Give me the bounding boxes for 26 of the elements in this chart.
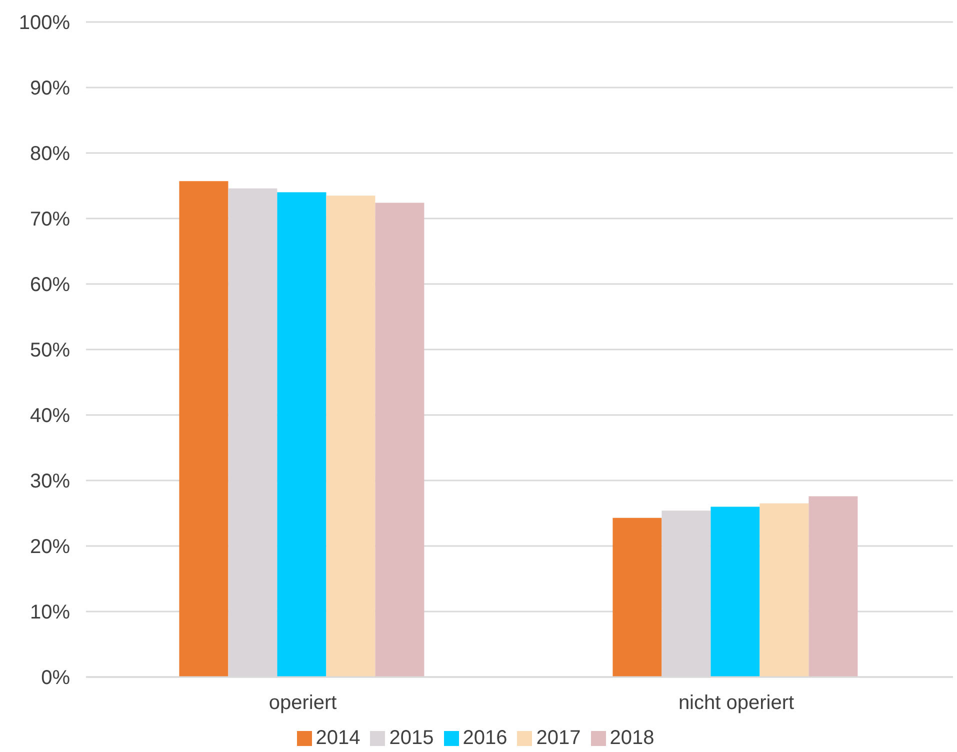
y-tick-label: 0% (41, 667, 70, 690)
legend-label: 2016 (462, 727, 508, 749)
bar (375, 202, 424, 677)
legend-label: 2017 (536, 727, 581, 749)
x-tick-label: operiert (268, 692, 338, 714)
y-tick-label: 20% (30, 536, 70, 558)
bar (808, 496, 858, 677)
y-tick-label: 10% (30, 602, 70, 624)
bar (760, 503, 809, 677)
bar (612, 518, 662, 677)
y-tick-label: 90% (30, 78, 70, 100)
legend-label: 2014 (316, 727, 360, 749)
y-tick-label: 60% (30, 274, 70, 296)
bar (710, 506, 760, 677)
y-tick-label: 30% (30, 470, 70, 493)
bar (326, 196, 376, 677)
legend-label: 2015 (389, 727, 434, 749)
legend-label: 2018 (610, 727, 654, 749)
y-tick-label: 100% (18, 12, 70, 34)
y-tick-label: 40% (30, 405, 70, 428)
y-tick-label: 50% (30, 340, 70, 362)
bar (277, 192, 326, 677)
y-tick-label: 70% (30, 208, 70, 231)
x-tick-label: nicht operiert (678, 692, 794, 714)
y-tick-label: 80% (30, 143, 70, 166)
bar (179, 181, 228, 677)
